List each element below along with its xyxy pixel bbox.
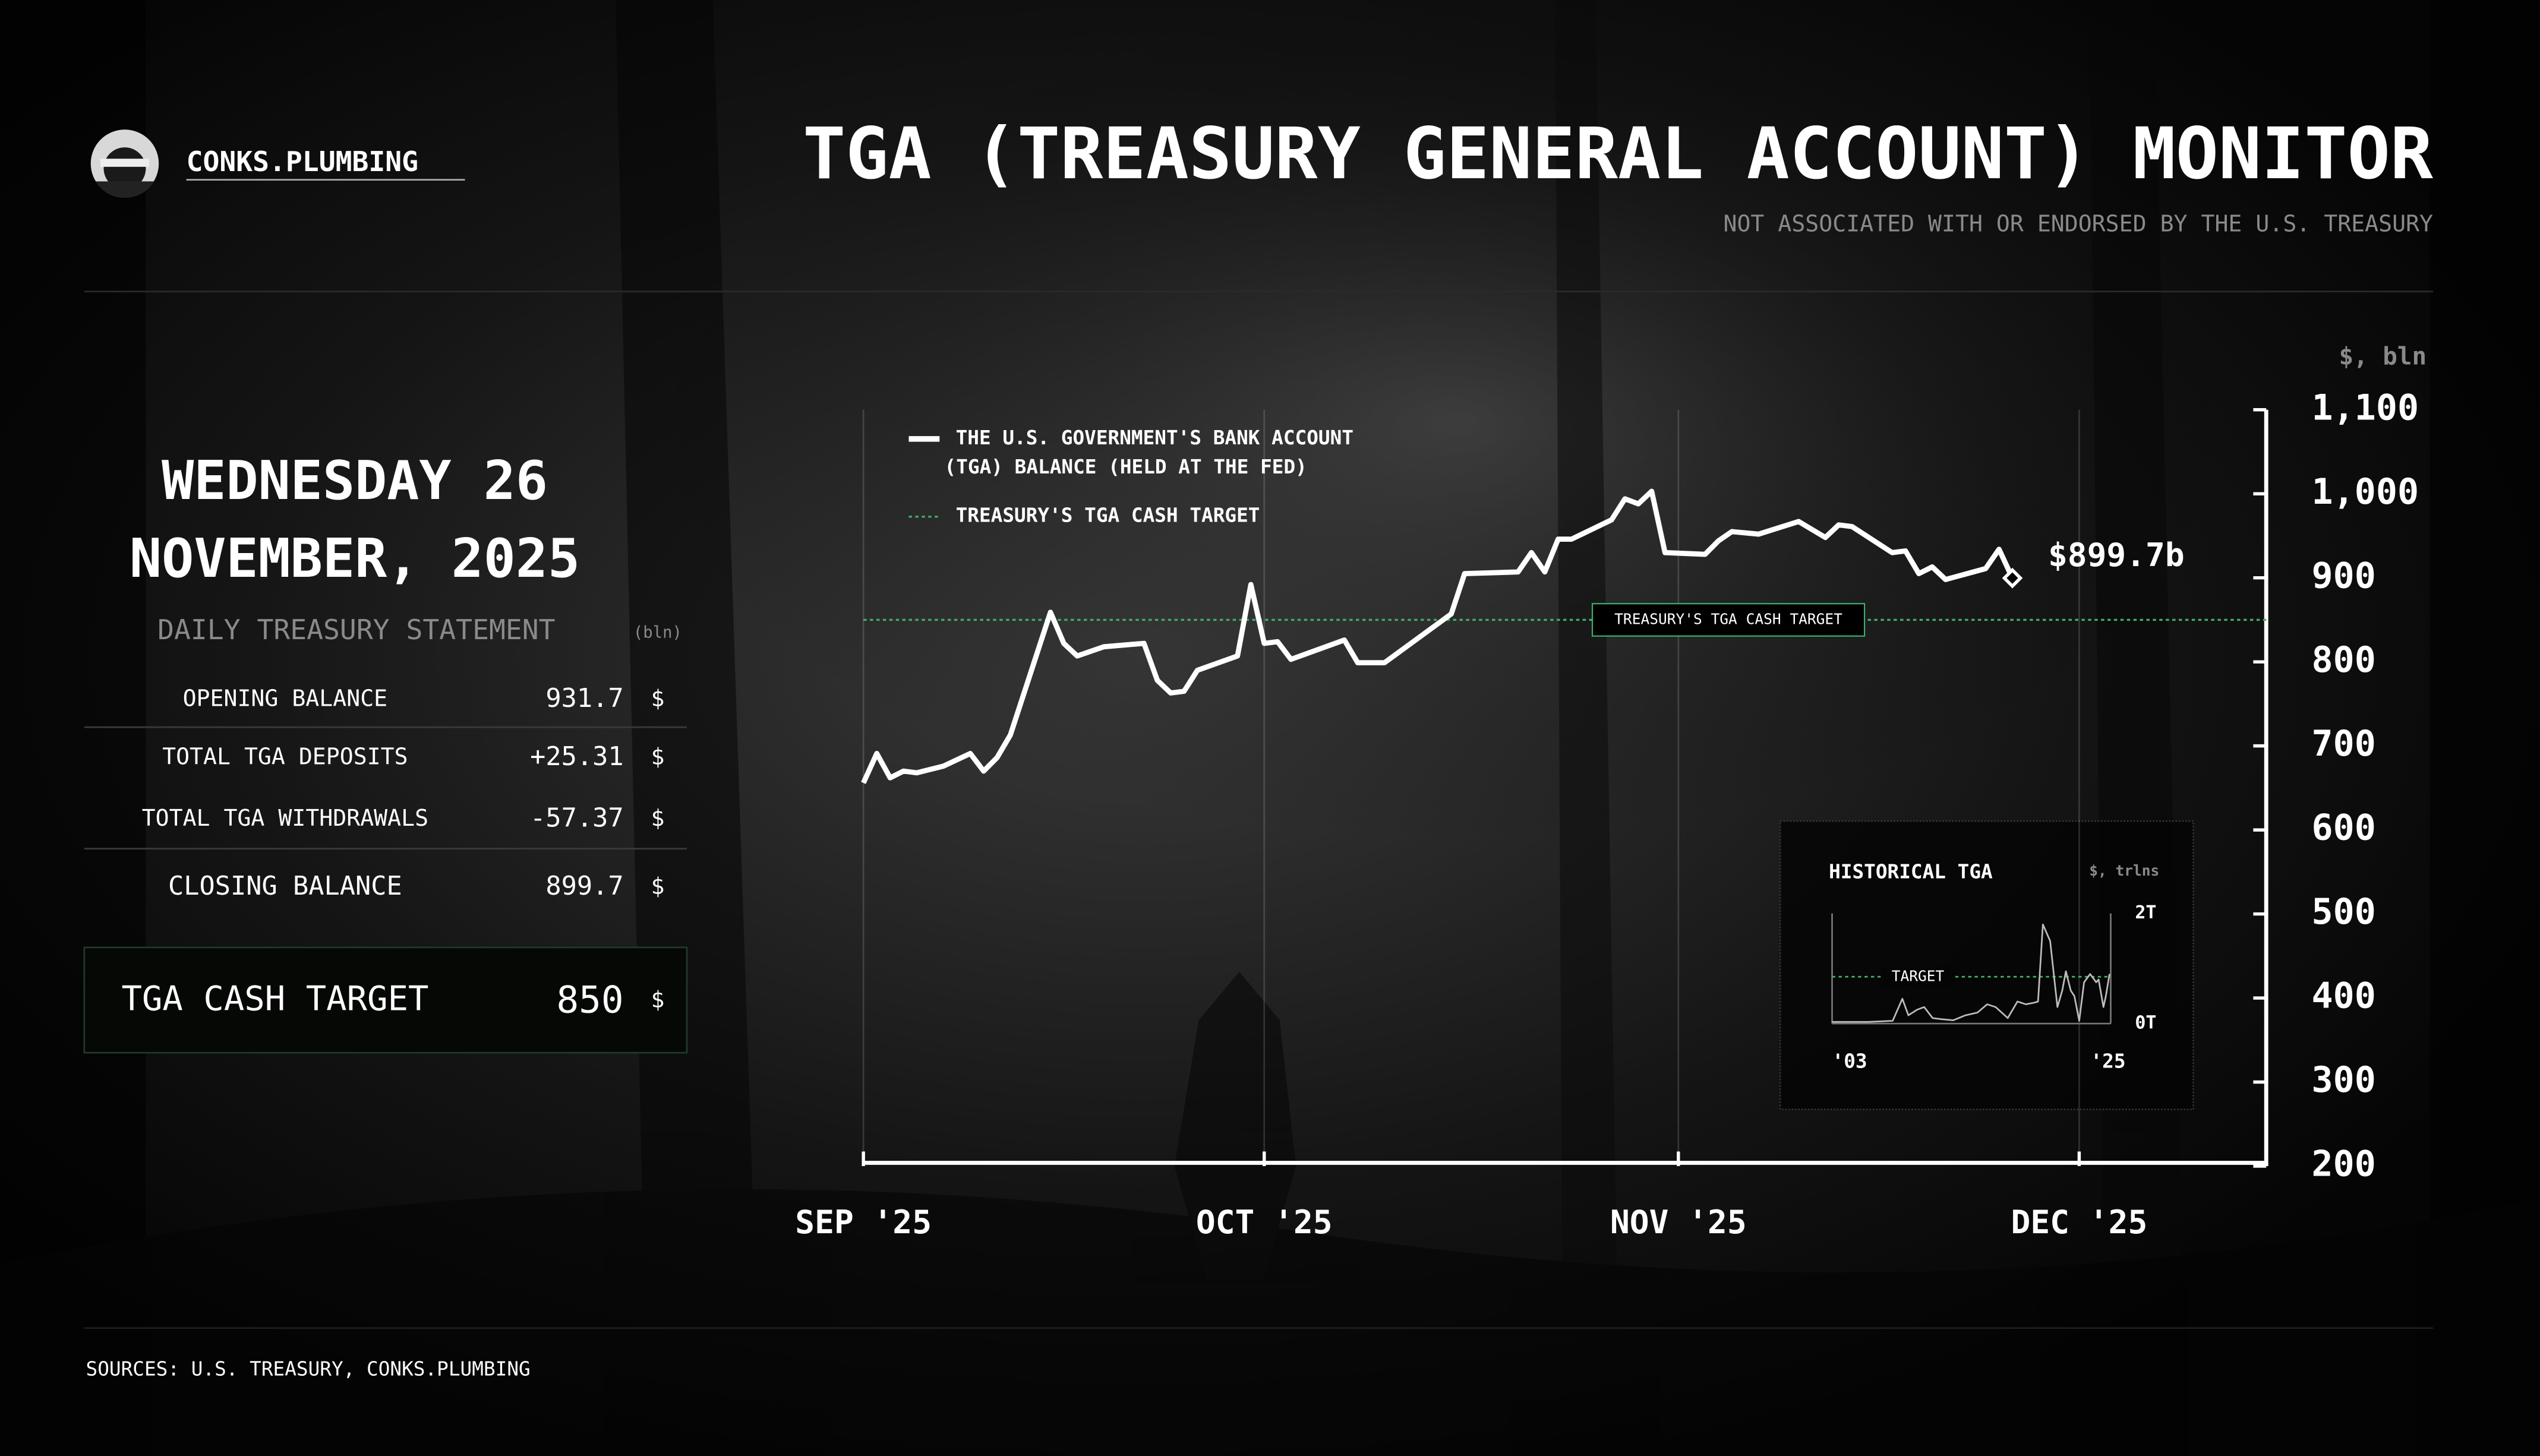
row-label: TOTAL TGA DEPOSITS xyxy=(162,743,408,769)
y-tick-label: 500 xyxy=(2312,891,2376,933)
y-tick-label: 2T xyxy=(2135,902,2156,923)
target-tag-bg xyxy=(1880,967,1955,987)
row-value: 899.7 xyxy=(545,871,623,901)
y-tick-label: 700 xyxy=(2312,723,2376,765)
statement-unit: (bln) xyxy=(633,624,682,642)
page-title: TGA (TREASURY GENERAL ACCOUNT) MONITOR xyxy=(803,113,2434,195)
legend-label: TREASURY'S TGA CASH TARGET xyxy=(956,504,1260,527)
target-value: 850 xyxy=(556,978,623,1022)
y-tick-label: 1,000 xyxy=(2312,471,2419,513)
row-value: +25.31 xyxy=(530,742,624,772)
last-point xyxy=(2002,567,2023,589)
inset-title: HISTORICAL TGA xyxy=(1829,861,1993,883)
axis-unit: $, bln xyxy=(2339,342,2427,371)
statement-title: DAILY TREASURY STATEMENT xyxy=(157,614,555,646)
row-currency: $ xyxy=(651,743,664,769)
footer-sources: SOURCES: U.S. TREASURY, CONKS.PLUMBING xyxy=(86,1358,531,1381)
row-label: OPENING BALANCE xyxy=(183,685,388,711)
date-line: WEDNESDAY 26 xyxy=(162,450,548,512)
x-tick-label: OCT '25 xyxy=(1196,1203,1333,1241)
series-line xyxy=(861,488,2015,784)
target-label: TGA CASH TARGET xyxy=(122,979,429,1019)
target-tag-label: TREASURY'S TGA CASH TARGET xyxy=(1614,610,1842,627)
row-currency: $ xyxy=(651,873,664,899)
brand[interactable]: CONKS.PLUMBING xyxy=(187,146,418,178)
page-subtitle: NOT ASSOCIATED WITH OR ENDORSED BY THE U… xyxy=(1723,210,2433,236)
row-value: 931.7 xyxy=(545,684,623,713)
y-tick-label: 1,100 xyxy=(2312,387,2419,428)
row-currency: $ xyxy=(651,805,664,831)
target-tag-label: TARGET xyxy=(1892,967,1945,984)
last-value-label: $899.7b xyxy=(2048,536,2185,574)
legend-label: THE U.S. GOVERNMENT'S BANK ACCOUNT (TGA) … xyxy=(945,427,1354,478)
row-label: TOTAL TGA WITHDRAWALS xyxy=(142,805,428,831)
x-tick-label: '03 xyxy=(1832,1050,1867,1072)
series-line xyxy=(1832,923,2110,1023)
y-tick-label: 0T xyxy=(2135,1013,2156,1034)
y-tick-label: 600 xyxy=(2312,807,2376,849)
y-tick-label: 800 xyxy=(2312,639,2376,681)
x-tick-label: '25 xyxy=(2090,1050,2125,1072)
target-tag xyxy=(1591,603,1866,637)
row-label: CLOSING BALANCE xyxy=(168,871,402,901)
target-currency: $ xyxy=(651,986,664,1012)
target-box xyxy=(83,946,688,1054)
y-tick-label: 900 xyxy=(2312,555,2376,596)
row-value: -57.37 xyxy=(530,804,624,833)
x-tick-label: NOV '25 xyxy=(1610,1203,1747,1241)
summary-panel: WEDNESDAY 26 NOVEMBER, 2025 DAILY TREASU… xyxy=(83,450,688,1054)
date-line: NOVEMBER, 2025 xyxy=(130,528,580,590)
x-tick-label: DEC '25 xyxy=(2011,1203,2148,1241)
y-tick-label: 200 xyxy=(2312,1144,2376,1185)
row-currency: $ xyxy=(651,685,664,711)
axis-unit: $, trlns xyxy=(2089,862,2159,879)
x-tick-label: SEP '25 xyxy=(795,1203,932,1241)
y-tick-label: 300 xyxy=(2312,1059,2376,1101)
y-tick-label: 400 xyxy=(2312,975,2376,1017)
inset-frame xyxy=(1779,820,2194,1110)
